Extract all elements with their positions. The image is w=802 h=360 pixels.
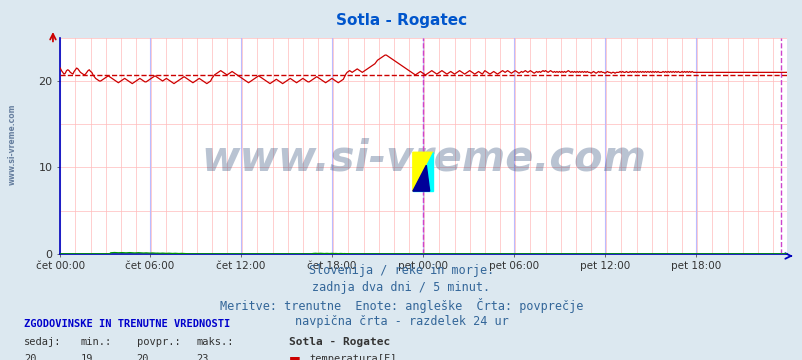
Text: zadnja dva dni / 5 minut.: zadnja dva dni / 5 minut. — [312, 281, 490, 294]
Polygon shape — [412, 152, 432, 191]
Text: 23: 23 — [196, 354, 209, 360]
Text: 20: 20 — [24, 354, 37, 360]
Text: 20: 20 — [136, 354, 149, 360]
Polygon shape — [412, 165, 429, 191]
Text: temperatura[F]: temperatura[F] — [309, 354, 396, 360]
Text: maks.:: maks.: — [196, 337, 234, 347]
Text: min.:: min.: — [80, 337, 111, 347]
Polygon shape — [412, 152, 432, 191]
Text: navpična črta - razdelek 24 ur: navpična črta - razdelek 24 ur — [294, 315, 508, 328]
Text: Sotla - Rogatec: Sotla - Rogatec — [289, 337, 390, 347]
Text: povpr.:: povpr.: — [136, 337, 180, 347]
Text: Sotla - Rogatec: Sotla - Rogatec — [335, 13, 467, 28]
Text: ■: ■ — [289, 354, 301, 360]
Text: www.si-vreme.com: www.si-vreme.com — [200, 138, 646, 180]
Text: ZGODOVINSKE IN TRENUTNE VREDNOSTI: ZGODOVINSKE IN TRENUTNE VREDNOSTI — [24, 319, 230, 329]
Text: 19: 19 — [80, 354, 93, 360]
Text: Meritve: trenutne  Enote: angleške  Črta: povprečje: Meritve: trenutne Enote: angleške Črta: … — [220, 298, 582, 313]
Text: Slovenija / reke in morje.: Slovenija / reke in morje. — [309, 264, 493, 276]
Text: www.si-vreme.com: www.si-vreme.com — [8, 103, 17, 185]
Text: sedaj:: sedaj: — [24, 337, 62, 347]
